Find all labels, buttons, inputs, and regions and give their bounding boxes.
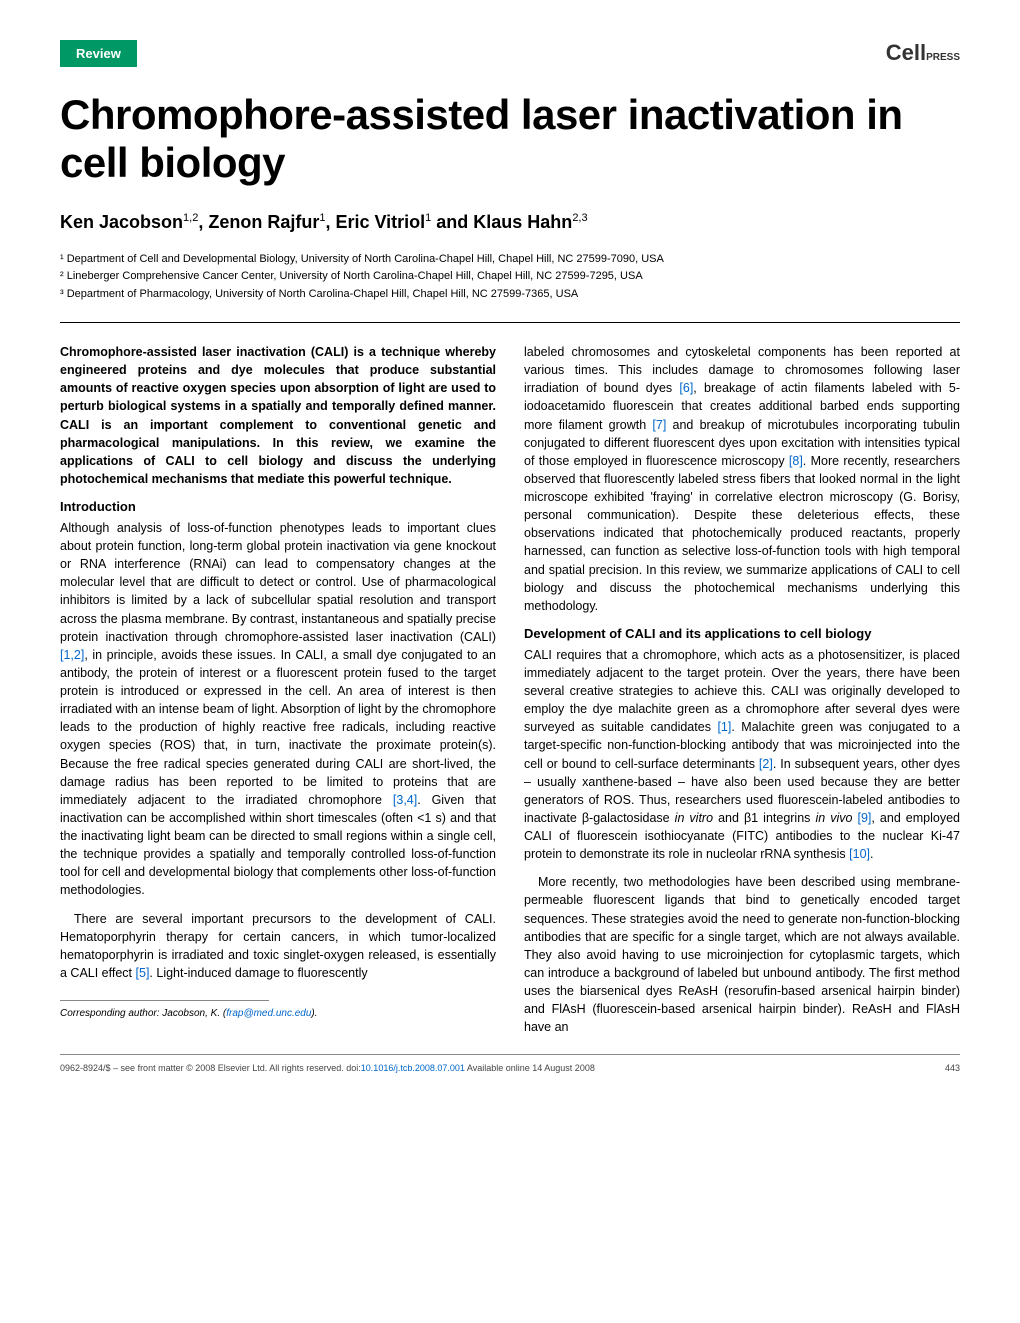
affiliations: ¹ Department of Cell and Developmental B… — [60, 251, 960, 303]
dev-paragraph-2: More recently, two methodologies have be… — [524, 873, 960, 1036]
intro-paragraph-1: Although analysis of loss-of-function ph… — [60, 519, 496, 900]
copyright-text: 0962-8924/$ – see front matter © 2008 El… — [60, 1063, 361, 1073]
affiliation-3: ³ Department of Pharmacology, University… — [60, 286, 960, 303]
development-heading: Development of CALI and its applications… — [524, 625, 960, 644]
footer-left: 0962-8924/$ – see front matter © 2008 El… — [60, 1063, 595, 1073]
corresponding-label: Corresponding author: — [60, 1008, 160, 1019]
affiliation-2: ² Lineberger Comprehensive Cancer Center… — [60, 268, 960, 285]
introduction-heading: Introduction — [60, 498, 496, 517]
dev-paragraph-1: CALI requires that a chromophore, which … — [524, 646, 960, 864]
author-list: Ken Jacobson1,2, Zenon Rajfur1, Eric Vit… — [60, 212, 960, 233]
right-column: labeled chromosomes and cytoskeletal com… — [524, 343, 960, 1036]
footer-bar: 0962-8924/$ – see front matter © 2008 El… — [60, 1063, 960, 1073]
section-divider — [60, 322, 960, 323]
footer-separator — [60, 1054, 960, 1055]
corresponding-email[interactable]: frap@med.unc.edu — [226, 1008, 311, 1019]
header-row: Review CellPRESS — [60, 40, 960, 67]
article-title: Chromophore-assisted laser inactivation … — [60, 91, 960, 188]
logo-sub: PRESS — [926, 52, 960, 63]
intro-paragraph-2: There are several important precursors t… — [60, 910, 496, 983]
review-badge: Review — [60, 40, 137, 67]
abstract-text: Chromophore-assisted laser inactivation … — [60, 343, 496, 488]
logo-text: Cell — [886, 40, 926, 65]
doi-link[interactable]: 10.1016/j.tcb.2008.07.001 — [361, 1063, 465, 1073]
affiliation-1: ¹ Department of Cell and Developmental B… — [60, 251, 960, 268]
corresponding-author: Corresponding author: Jacobson, K. (frap… — [60, 1007, 496, 1022]
two-column-layout: Chromophore-assisted laser inactivation … — [60, 343, 960, 1036]
corresponding-name: Jacobson, K. — [162, 1008, 220, 1019]
corresponding-separator — [60, 1000, 269, 1001]
page-number: 443 — [945, 1063, 960, 1073]
left-column: Chromophore-assisted laser inactivation … — [60, 343, 496, 1036]
col2-paragraph-1: labeled chromosomes and cytoskeletal com… — [524, 343, 960, 615]
publisher-logo: CellPRESS — [886, 40, 960, 66]
availability-text: Available online 14 August 2008 — [465, 1063, 595, 1073]
